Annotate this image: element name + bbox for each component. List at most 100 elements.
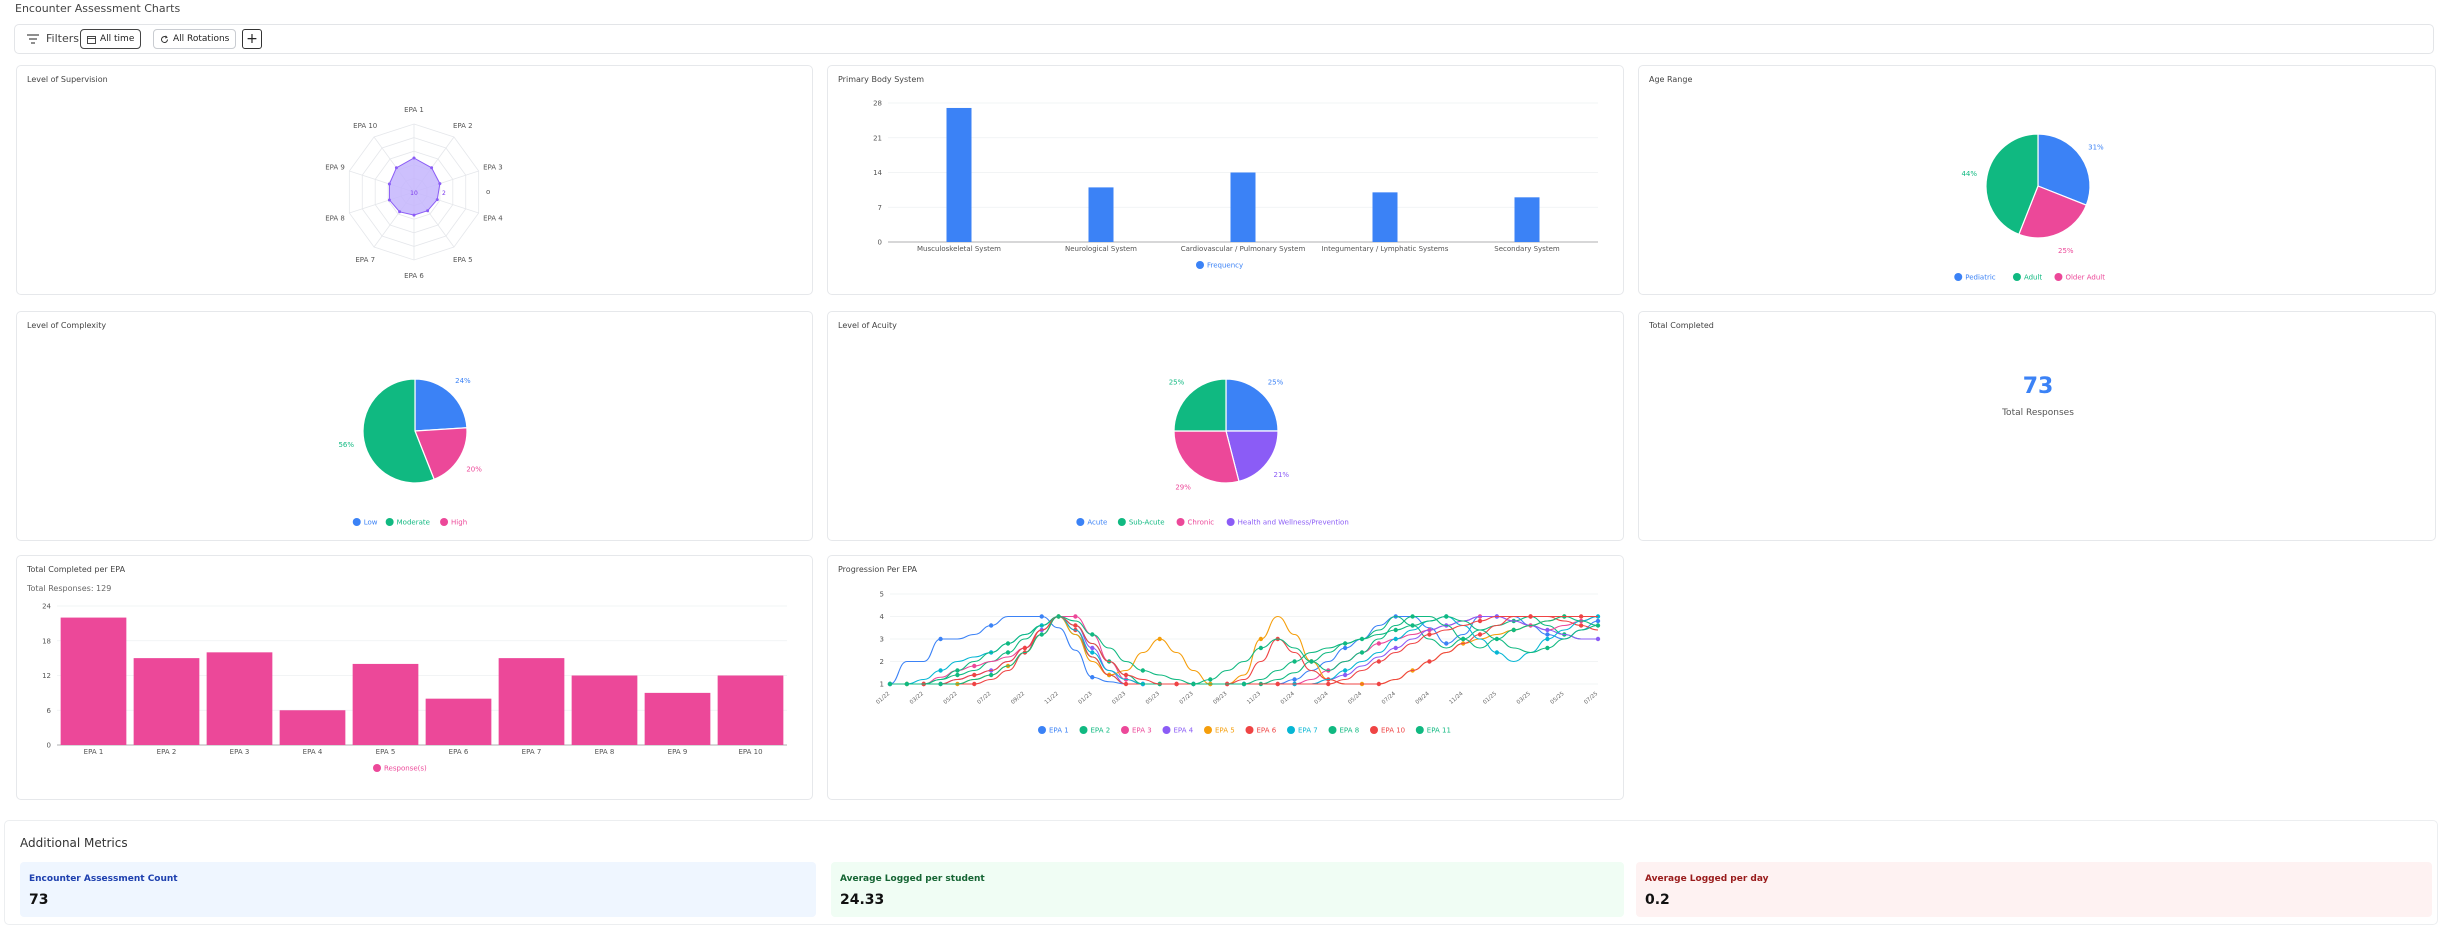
bar bbox=[498, 658, 565, 745]
pie-slice bbox=[1173, 430, 1240, 484]
legend-swatch bbox=[1287, 726, 1295, 734]
radar-point bbox=[394, 166, 398, 170]
series-point bbox=[1039, 614, 1044, 619]
x-tick-label: 07/24 bbox=[1381, 691, 1397, 706]
pie-slice-label: 24% bbox=[455, 377, 471, 385]
bar bbox=[279, 710, 346, 745]
x-tick-label: Musculoskeletal System bbox=[917, 245, 1001, 253]
series-point bbox=[1578, 623, 1584, 628]
legend-label: EPA 10 bbox=[1381, 727, 1405, 735]
series-point bbox=[1595, 636, 1601, 642]
supervision-radar-chart: EPA 1 EPA 2 EPA 3 EPA 4 EPA 5 EPA 6 EPA 7 EPA 8… bbox=[325, 106, 503, 280]
x-tick-label: 09/23 bbox=[1212, 691, 1228, 706]
x-tick-label: EPA 9 bbox=[668, 748, 688, 756]
pie-slice bbox=[2037, 133, 2091, 206]
pie-slice bbox=[2018, 185, 2088, 239]
y-tick-label: 6 bbox=[47, 707, 52, 715]
x-tick-label: EPA 1 bbox=[84, 748, 104, 756]
x-tick-label: 07/23 bbox=[1179, 691, 1195, 706]
series-point bbox=[1427, 632, 1432, 637]
radar-point bbox=[412, 213, 416, 217]
series-point bbox=[1393, 627, 1398, 633]
series-point bbox=[1578, 614, 1584, 619]
legend-label: EPA 1 bbox=[1049, 727, 1069, 735]
filters-toggle[interactable]: Filters bbox=[27, 32, 79, 45]
legend-label: EPA 3 bbox=[1132, 727, 1152, 735]
card-title: Primary Body System bbox=[838, 75, 925, 84]
pie-slice-label: 20% bbox=[466, 466, 482, 474]
legend-label: Chronic bbox=[1188, 519, 1215, 527]
series-point bbox=[1191, 681, 1196, 687]
legend-label: EPA 7 bbox=[1298, 727, 1318, 735]
calendar-icon bbox=[87, 35, 96, 44]
x-tick-label: EPA 5 bbox=[376, 748, 396, 756]
metric-count-value: 73 bbox=[29, 892, 49, 908]
series-point bbox=[1494, 650, 1500, 655]
legend-label: Adult bbox=[2024, 274, 2042, 282]
all-time-button[interactable]: All time bbox=[80, 29, 142, 49]
metric-per-day-label: Average Logged per day bbox=[1645, 874, 1769, 884]
legend-swatch bbox=[440, 518, 449, 526]
total-caption: Total Responses bbox=[2002, 408, 2074, 418]
metric-per-day: Average Logged per day 0.2 bbox=[1636, 862, 2432, 917]
radar-axis-label: EPA 4 bbox=[483, 215, 503, 223]
per-epa-subtitle: Total Responses: 129 bbox=[27, 584, 112, 593]
add-filter-button[interactable]: + bbox=[242, 29, 262, 49]
x-tick-label: 05/25 bbox=[1550, 691, 1566, 706]
bar bbox=[644, 692, 711, 745]
pie-slice-label: 31% bbox=[2088, 144, 2104, 152]
y-tick-label: 12 bbox=[42, 672, 51, 680]
series-point bbox=[1292, 677, 1297, 682]
all-rotations-button[interactable]: All Rotations bbox=[153, 29, 237, 49]
progression-card: Progression Per EPA 1 2 3 4 5 01/22 03/22 05/22… bbox=[827, 555, 1624, 800]
x-tick-label: Integumentary / Lymphatic Systems bbox=[1322, 245, 1449, 253]
page-title: Encounter Assessment Charts bbox=[15, 2, 181, 15]
series-point bbox=[1545, 645, 1550, 651]
metric-per-student-label: Average Logged per student bbox=[840, 874, 985, 884]
series-point bbox=[1393, 636, 1398, 642]
y-tick-label: 21 bbox=[873, 134, 882, 142]
legend-label: EPA 8 bbox=[1340, 727, 1360, 735]
legend-swatch bbox=[352, 518, 361, 526]
all-rotations-label: All Rotations bbox=[173, 34, 230, 44]
radar-point bbox=[387, 198, 391, 202]
radar-point bbox=[438, 182, 442, 186]
bar bbox=[60, 617, 127, 745]
bar bbox=[1514, 197, 1540, 242]
body-system-bar-chart: 0 7 14 21 28 Musculoskeletal System Neurologic… bbox=[873, 100, 1598, 270]
radar-point bbox=[387, 182, 391, 186]
legend-swatch bbox=[1370, 726, 1378, 734]
series-point bbox=[1545, 636, 1550, 642]
metric-count-label: Encounter Assessment Count bbox=[29, 874, 178, 884]
series-point bbox=[1595, 618, 1601, 624]
legend-label: EPA 6 bbox=[1257, 727, 1277, 735]
series-point bbox=[1444, 614, 1449, 619]
pie-slice-label: 25% bbox=[2058, 247, 2074, 255]
pie-slice-label: 25% bbox=[1169, 379, 1185, 387]
x-tick-label: 11/24 bbox=[1448, 691, 1464, 706]
radar-point bbox=[426, 209, 430, 213]
acuity-pie-chart: 25% 21% 29% 25% Acute Sub-Acute Chronic Health … bbox=[1076, 378, 1349, 527]
x-tick-label: 03/23 bbox=[1111, 691, 1127, 706]
series-point bbox=[1528, 614, 1533, 619]
radar-axis-label: EPA 2 bbox=[453, 122, 473, 130]
series-point bbox=[1039, 632, 1044, 637]
series-point bbox=[887, 681, 893, 687]
complexity-pie-chart: 24% 20% 56% Low Moderate High bbox=[338, 377, 482, 527]
pie-slice bbox=[414, 427, 468, 481]
series-point bbox=[1342, 672, 1348, 678]
series-point bbox=[1342, 641, 1348, 646]
x-tick-label: EPA 6 bbox=[449, 748, 469, 756]
radar-side-label: 2 bbox=[442, 190, 446, 197]
series-point bbox=[988, 623, 994, 628]
bar bbox=[206, 652, 273, 745]
series-point bbox=[1123, 672, 1129, 678]
series-point bbox=[1494, 636, 1500, 642]
total-completed-card: Total Completed 73 Total Responses bbox=[1638, 311, 2436, 541]
pie-slice-label: 21% bbox=[1274, 471, 1290, 479]
bar bbox=[1372, 192, 1398, 242]
radar-axis-label: EPA 6 bbox=[404, 272, 424, 280]
series-point bbox=[1410, 614, 1415, 619]
bar bbox=[425, 698, 492, 745]
legend-swatch bbox=[1079, 726, 1088, 734]
